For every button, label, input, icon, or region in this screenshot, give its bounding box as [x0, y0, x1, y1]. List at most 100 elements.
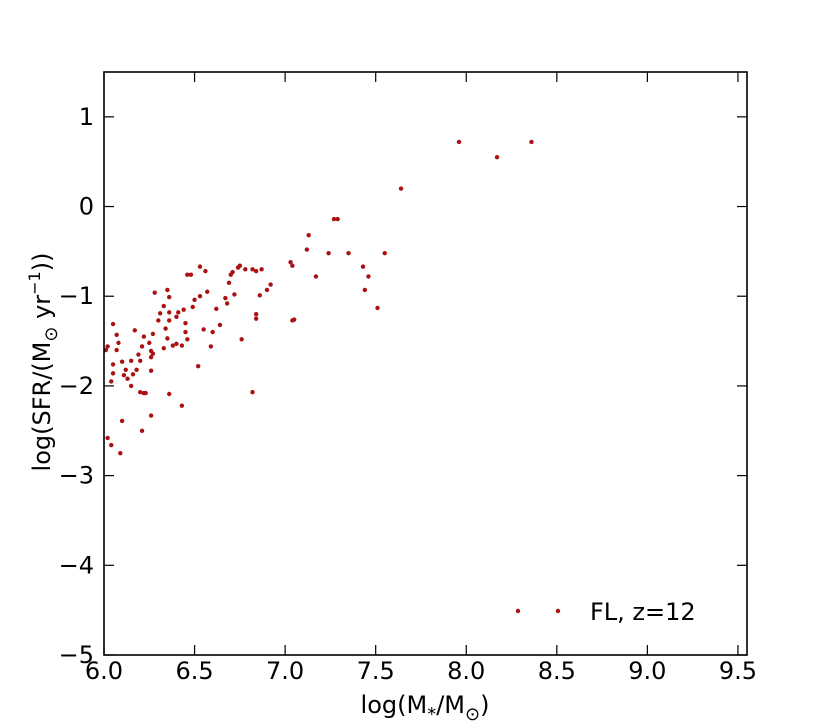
data-point	[366, 274, 371, 279]
x-axis: 6.0 6.5 7.0 7.5 8.0 8.5 9.0 9.5	[85, 72, 757, 685]
data-point	[128, 383, 134, 389]
data-point	[114, 347, 119, 353]
data-point	[185, 337, 190, 342]
data-point	[163, 326, 168, 331]
y-axis: 1 0 −1 −2 −3 −4 −5	[59, 103, 747, 669]
data-point	[264, 287, 270, 293]
x-tick-label: 8.5	[538, 657, 576, 685]
y-tick-label: −2	[59, 372, 94, 400]
data-point	[121, 372, 127, 378]
data-points	[103, 139, 534, 456]
x-tick-label: 9.0	[628, 657, 666, 685]
data-point	[382, 250, 387, 256]
data-point	[290, 318, 295, 323]
data-point	[109, 379, 114, 384]
data-point	[165, 287, 170, 293]
data-point	[161, 303, 166, 309]
x-tick-label: 6.0	[85, 657, 123, 685]
data-point	[119, 418, 125, 424]
data-point	[130, 372, 136, 377]
data-point	[197, 294, 203, 299]
data-point	[335, 216, 340, 222]
data-point	[125, 376, 130, 381]
data-point	[304, 247, 310, 252]
data-point	[156, 318, 161, 323]
y-tick-label: −3	[59, 462, 94, 490]
x-tick-label: 9.5	[719, 657, 757, 685]
data-point	[167, 310, 172, 315]
data-point	[138, 358, 143, 364]
data-point	[529, 139, 534, 145]
data-point	[188, 272, 194, 277]
data-point	[150, 331, 156, 337]
data-point	[170, 343, 176, 348]
data-point	[165, 336, 170, 341]
data-point	[105, 344, 110, 349]
data-point	[109, 442, 114, 448]
data-point	[128, 358, 134, 364]
data-point	[161, 346, 166, 351]
data-point	[494, 155, 500, 160]
data-point	[105, 435, 110, 441]
data-point	[250, 390, 255, 395]
data-point	[290, 263, 295, 268]
data-point	[167, 391, 172, 397]
data-point	[185, 272, 190, 277]
data-point	[197, 264, 203, 269]
data-point	[398, 186, 404, 191]
y-axis-label: log(SFR/(M⊙ yr−1))	[25, 253, 62, 472]
data-point	[226, 280, 232, 285]
data-point	[116, 340, 121, 346]
x-tick-label: 6.5	[175, 657, 213, 685]
data-point	[217, 322, 223, 328]
data-point	[223, 295, 228, 301]
data-point	[110, 371, 116, 376]
data-point	[253, 268, 259, 274]
legend-marker	[555, 608, 561, 614]
data-point	[138, 390, 143, 395]
data-point	[224, 301, 230, 306]
data-point	[174, 341, 179, 346]
data-point	[259, 267, 264, 272]
legend-label: FL, z=12	[590, 598, 696, 626]
data-point	[132, 328, 137, 333]
data-point	[253, 316, 259, 321]
data-point	[346, 250, 351, 256]
data-point	[195, 363, 201, 369]
data-point	[136, 352, 141, 357]
data-point	[141, 334, 147, 339]
data-point	[148, 368, 154, 373]
plot-frame	[103, 71, 748, 656]
y-tick-label: 0	[79, 193, 94, 221]
data-point	[179, 403, 185, 408]
data-point	[119, 359, 125, 364]
data-point	[190, 304, 195, 310]
x-tick-label: 7.0	[266, 657, 304, 685]
data-point	[179, 343, 185, 348]
data-point	[110, 321, 116, 327]
data-point	[228, 272, 233, 277]
data-point	[147, 340, 152, 346]
x-tick-label: 7.5	[357, 657, 395, 685]
data-point	[183, 329, 188, 335]
data-point	[362, 287, 368, 293]
data-point	[243, 267, 248, 272]
data-point	[210, 329, 215, 335]
data-point	[456, 139, 462, 145]
data-point	[375, 305, 380, 311]
data-point	[253, 311, 259, 317]
data-point	[306, 233, 311, 238]
y-tick-label: 1	[79, 103, 94, 131]
data-point	[201, 327, 206, 332]
data-point	[250, 267, 255, 272]
data-point	[239, 337, 244, 342]
data-point	[176, 310, 181, 315]
data-point	[268, 282, 273, 287]
data-point	[167, 294, 172, 300]
data-point	[214, 306, 219, 311]
x-tick-label: 8.0	[447, 657, 485, 685]
data-point	[110, 362, 116, 367]
data-point	[123, 367, 128, 372]
data-point	[148, 355, 154, 360]
